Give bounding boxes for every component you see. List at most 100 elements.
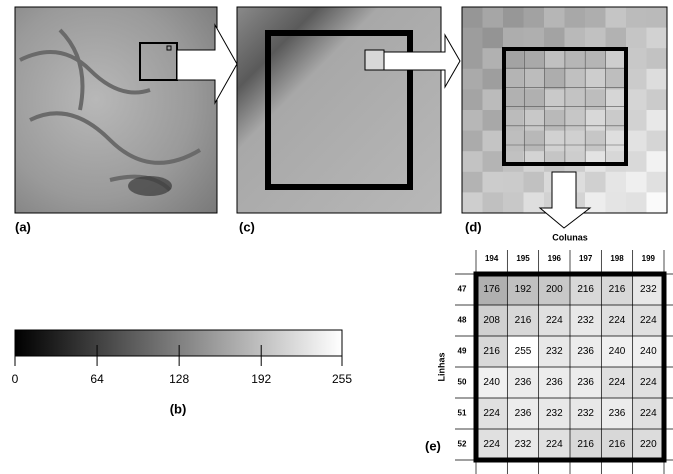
cell-value: 216: [483, 346, 500, 357]
pixel: [503, 89, 524, 110]
grayscale-bar: [15, 330, 342, 356]
pixel: [503, 192, 524, 213]
tick-label: 64: [90, 372, 104, 386]
cell-value: 192: [515, 284, 532, 295]
pixel: [647, 110, 668, 131]
cell-value: 224: [546, 439, 563, 450]
pixel: [626, 28, 647, 49]
pixel: [483, 7, 504, 28]
pixel: [565, 69, 586, 90]
pixel: [503, 7, 524, 28]
pixel: [483, 89, 504, 110]
pixel: [585, 131, 606, 152]
cell-value: 208: [483, 315, 500, 326]
pixel: [585, 192, 606, 213]
row-label: 51: [458, 409, 467, 418]
row-label: 49: [458, 347, 467, 356]
pixel: [462, 28, 483, 49]
pixel: [585, 28, 606, 49]
pixel: [565, 7, 586, 28]
cell-value: 232: [546, 408, 563, 419]
cell-value: 236: [515, 408, 532, 419]
pixel: [626, 48, 647, 69]
figure: (a) (c) (d) 064128192255 (b) Colunas Lin…: [0, 0, 673, 474]
panel-label: (b): [170, 401, 187, 416]
pixel: [483, 151, 504, 172]
panel-label: (d): [465, 219, 482, 234]
cell-value: 200: [546, 284, 563, 295]
pixel: [462, 89, 483, 110]
pixel: [626, 172, 647, 193]
cell-value: 240: [483, 377, 500, 388]
image-a: [15, 7, 217, 213]
pixel: [462, 48, 483, 69]
pixel: [524, 28, 545, 49]
cell-value: 255: [515, 346, 532, 357]
column-label: 195: [516, 254, 530, 263]
cell-value: 236: [609, 408, 626, 419]
zoom-box-small: [365, 50, 384, 70]
tick-label: 255: [332, 372, 352, 386]
pixel: [647, 172, 668, 193]
pixel: [524, 131, 545, 152]
pixel: [483, 48, 504, 69]
tick-label: 128: [169, 372, 189, 386]
cell-value: 240: [609, 346, 626, 357]
row-label: 48: [458, 316, 467, 325]
pixel: [524, 151, 545, 172]
pixel: [565, 131, 586, 152]
cell-value: 232: [515, 439, 532, 450]
pixel: [483, 131, 504, 152]
row-label: 52: [458, 440, 467, 449]
panel-label: (c): [239, 219, 255, 234]
cell-value: 224: [640, 408, 657, 419]
pixel: [503, 131, 524, 152]
cell-value: 176: [483, 284, 500, 295]
cell-value: 236: [577, 346, 594, 357]
cell-value: 232: [546, 346, 563, 357]
pixel: [544, 151, 565, 172]
row-header: Linhas: [436, 352, 446, 381]
pixel: [626, 131, 647, 152]
row-label: 50: [458, 378, 467, 387]
pixel: [544, 89, 565, 110]
pixel: [544, 110, 565, 131]
pixel: [626, 69, 647, 90]
cell-value: 224: [609, 377, 626, 388]
pixel: [565, 28, 586, 49]
pixel: [606, 110, 627, 131]
pixel: [606, 28, 627, 49]
tick-label: 192: [251, 372, 271, 386]
pixel: [585, 89, 606, 110]
pixel: [524, 69, 545, 90]
pixel: [544, 7, 565, 28]
pixel: [647, 151, 668, 172]
cell-value: 216: [577, 284, 594, 295]
tick-label: 0: [12, 372, 19, 386]
cell-value: 220: [640, 439, 657, 450]
pixel: [503, 110, 524, 131]
pixel: [524, 89, 545, 110]
column-label: 196: [548, 254, 562, 263]
pixel: [462, 131, 483, 152]
pixel: [503, 48, 524, 69]
pixel: [626, 151, 647, 172]
pixel: [647, 7, 668, 28]
pixel: [462, 110, 483, 131]
pixel: [585, 110, 606, 131]
pixel: [647, 131, 668, 152]
column-header: Colunas: [552, 232, 588, 242]
pixel: [565, 89, 586, 110]
pixel: [565, 110, 586, 131]
pixel: [544, 131, 565, 152]
pixel: [462, 172, 483, 193]
pixel: [606, 69, 627, 90]
pixel: [544, 28, 565, 49]
pixel: [503, 28, 524, 49]
pixel: [565, 151, 586, 172]
pixel: [626, 110, 647, 131]
pixel: [606, 172, 627, 193]
pixel: [647, 48, 668, 69]
cell-value: 224: [640, 315, 657, 326]
pixel: [544, 48, 565, 69]
